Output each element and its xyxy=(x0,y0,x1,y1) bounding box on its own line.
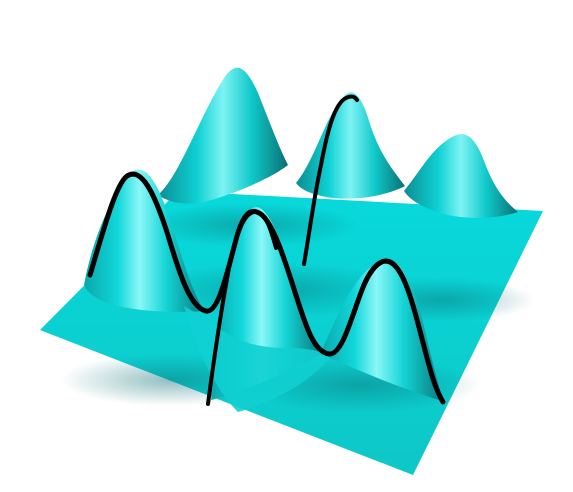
curve-middle-ridge xyxy=(206,210,278,406)
back-peak-1 xyxy=(158,67,288,204)
back-peak-2 xyxy=(296,92,405,199)
back-peak-3 xyxy=(404,134,518,218)
highlight-curves xyxy=(87,94,446,406)
curve-front-wave xyxy=(87,171,446,405)
surface-mesh xyxy=(40,67,543,475)
curve-back-ridge xyxy=(302,94,359,266)
front-ridge xyxy=(184,306,331,412)
